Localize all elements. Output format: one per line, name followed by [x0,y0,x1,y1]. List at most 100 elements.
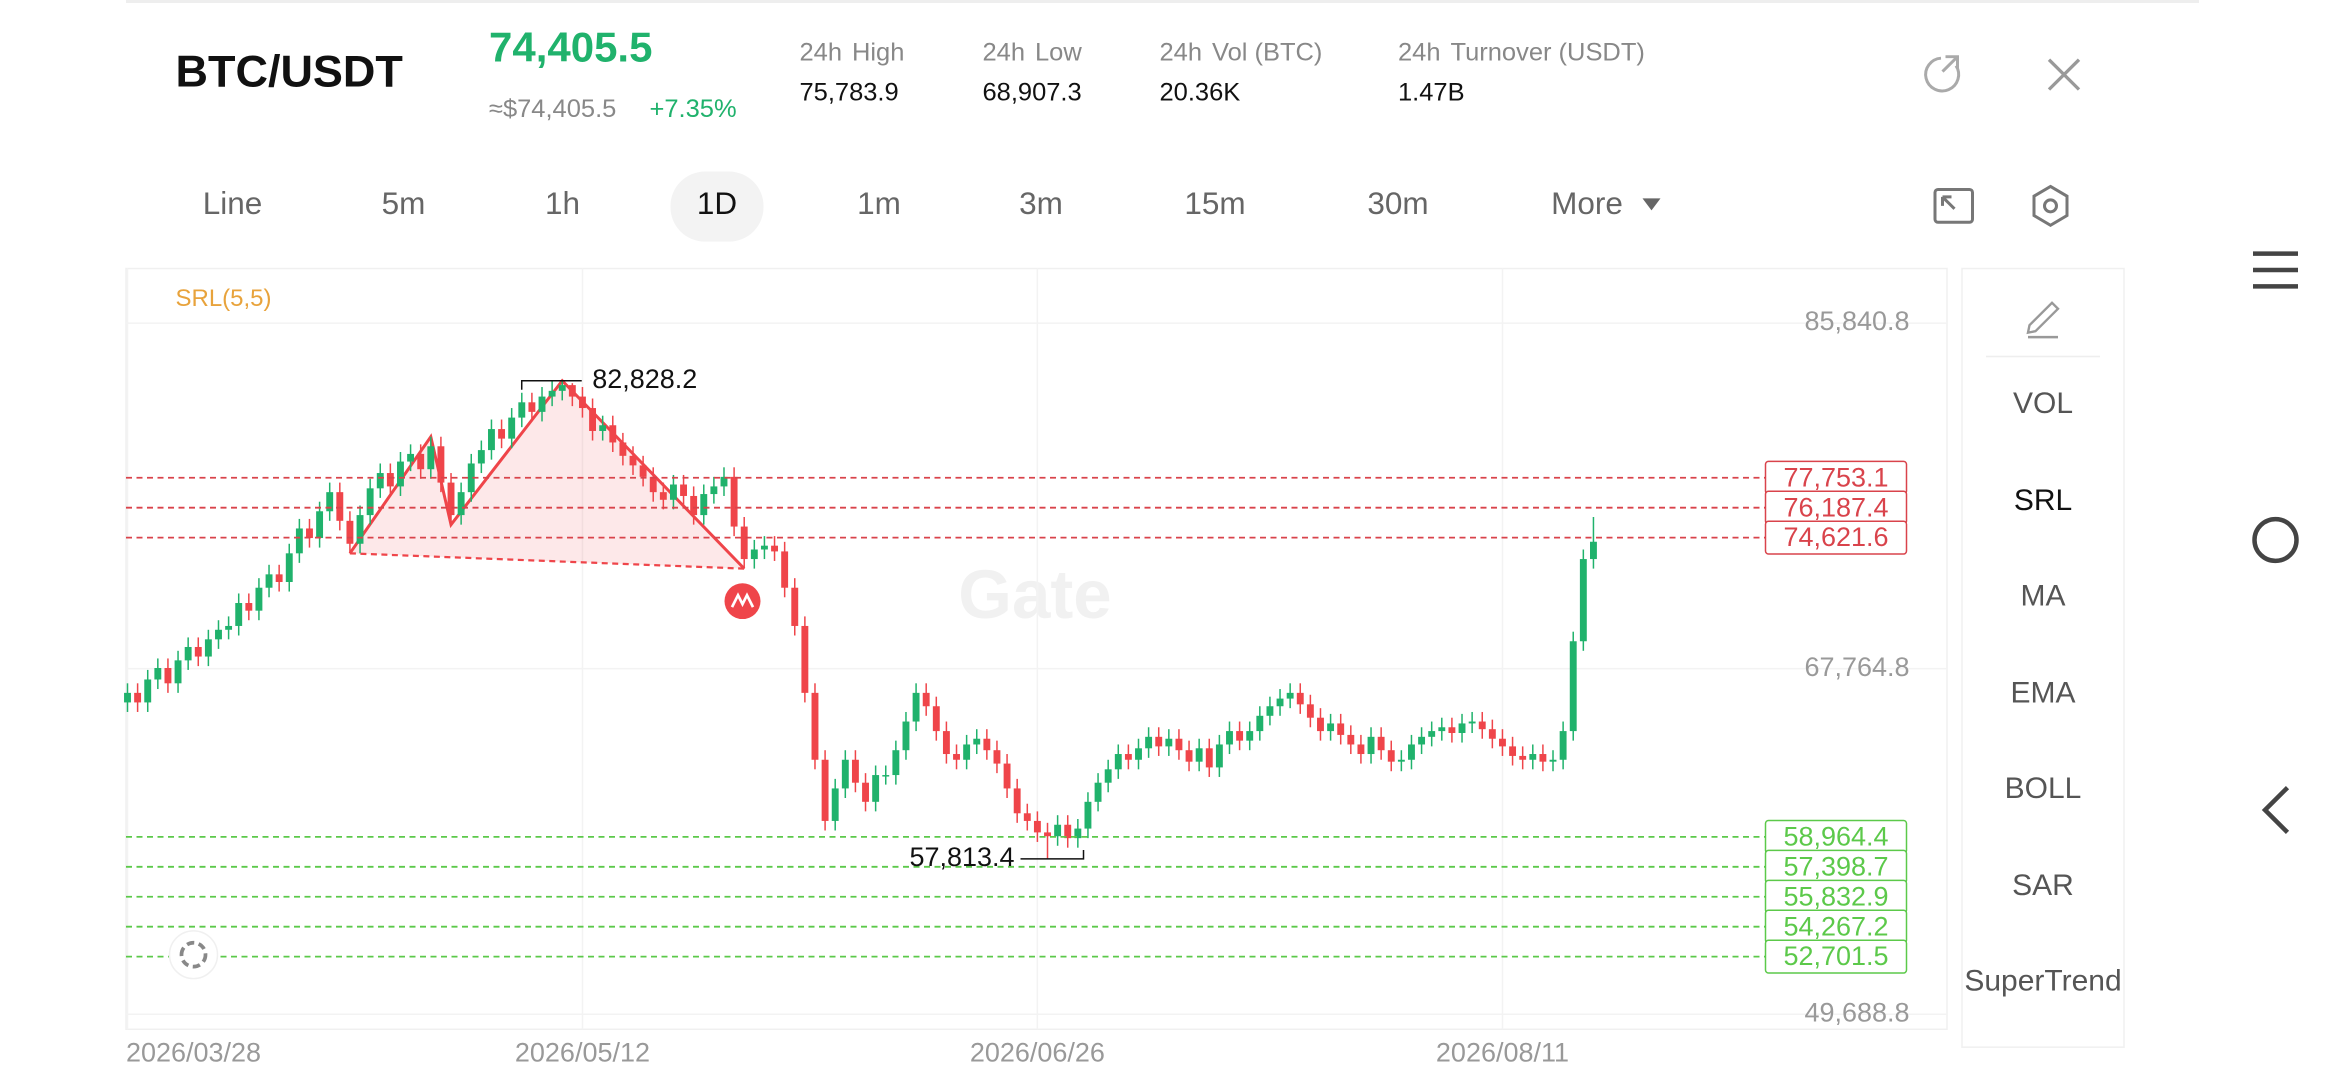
candle-body [1165,738,1173,747]
candle-body [1488,729,1496,739]
x-tick-label: 2026/03/28 [126,1038,261,1068]
indicator-list: VOL SRL MA EMA BOLL SAR SuperTrend [1962,383,2124,1053]
candle-body [599,425,607,431]
tool-icon[interactable] [168,930,219,980]
indicator-label: EMA [2010,676,2076,710]
candle-body [326,492,334,512]
level-label: 58,964.4 [1783,822,1888,852]
candle-body [457,492,465,516]
candle-body [225,625,233,630]
candle-body [1195,748,1203,762]
candle-body [447,482,455,516]
menu-icon[interactable] [2253,251,2298,289]
tab[interactable]: 5m [382,186,426,221]
tab[interactable]: 30m [1367,186,1428,221]
settings-icon[interactable] [2032,184,2069,227]
candle-body [1145,736,1153,749]
indicator-item[interactable]: BOLL [1962,768,2124,860]
candle-body [1579,559,1587,642]
back-icon[interactable] [2261,786,2290,834]
candle-body [255,587,263,611]
home-icon[interactable] [2252,516,2299,564]
candle-body [245,603,253,611]
level-label-box [1764,939,1908,974]
candle-body [1296,692,1304,705]
candle-body [508,417,516,439]
candle-body [1377,736,1385,751]
candle-body [841,759,849,789]
indicator-item[interactable]: EMA [1962,672,2124,764]
candle-body [1266,706,1274,716]
candle-body [548,390,556,397]
candle-body [467,463,475,493]
tab[interactable]: Line [203,186,263,221]
level-label: 76,187.4 [1783,492,1888,522]
close-icon[interactable] [2047,58,2081,91]
fullscreen-icon[interactable] [1933,187,1974,224]
candle-body [750,549,758,560]
candle-body [902,721,910,751]
tab[interactable]: 1D [697,186,737,221]
candle-body [639,465,647,477]
candle-body [1044,832,1051,837]
candle-body [619,442,627,456]
draw-tool-icon[interactable] [2026,301,2060,339]
indicator-item[interactable]: SuperTrend [1962,961,2124,1053]
indicator-label: SRL(5,5) [176,285,272,312]
x-tick-label: 2026/05/12 [515,1038,650,1068]
candle-body [316,511,324,539]
side-nav [2252,251,2299,834]
indicator-item[interactable]: VOL [1962,383,2124,475]
stat-name: High [852,38,904,66]
low-marker [1020,849,1085,860]
candle-body [862,782,869,802]
candle-body [1306,704,1314,718]
tab[interactable]: More [1551,186,1623,221]
candle-body [760,545,768,550]
tab[interactable]: 15m [1184,186,1245,221]
candle-body [932,706,940,732]
stat-value: 1.47B [1398,79,1465,107]
indicator-item[interactable]: MA [1962,576,2124,668]
stat-period: 24h [983,38,1026,66]
indicator-label: VOL [2012,387,2074,421]
candle-body [730,476,738,527]
tab[interactable]: 1m [857,186,901,221]
candle-body [518,402,526,418]
settings-hex [2032,184,2069,227]
candle-body [1074,828,1082,839]
x-tick-label: 2026/08/11 [1436,1038,1569,1068]
candle-body [1215,744,1223,768]
candle-body [1276,698,1284,707]
candle-body [1569,641,1577,732]
indicator-item[interactable]: SAR [1962,864,2124,956]
candle-body [942,731,950,755]
candle-body [801,625,809,693]
x-tick-label: 2026/06/26 [970,1038,1105,1068]
candle-body [1226,731,1233,745]
candle-body [771,545,778,552]
refresh-icon[interactable] [1924,55,1961,93]
level-label: 54,267.2 [1783,911,1888,941]
candle-body [922,692,930,707]
chart: Gate 85,840.8 67,764.8 49,688.8 2026/03/28 20… [124,268,1947,1068]
indicator-item[interactable]: SRL [1962,480,2124,572]
indicator-label: SuperTrend [1964,965,2122,998]
level-label: 74,621.6 [1783,522,1888,552]
dropdown-arrow[interactable] [1642,198,1661,211]
candle-body [1539,754,1547,762]
tab[interactable]: 3m [1019,186,1063,221]
stat-value: 68,907.3 [983,79,1082,107]
tab[interactable]: 1h [545,186,580,221]
high-marker [520,380,582,390]
pair-title: BTC/USDT [176,46,403,97]
candle-body [366,488,374,516]
candle-body [609,425,617,443]
candle-body [1003,763,1011,789]
candle-body [1023,813,1031,821]
candle-body [993,750,1001,764]
stat-value: 75,783.9 [800,79,899,107]
candle-body [1509,746,1517,756]
candle-body [740,526,748,560]
